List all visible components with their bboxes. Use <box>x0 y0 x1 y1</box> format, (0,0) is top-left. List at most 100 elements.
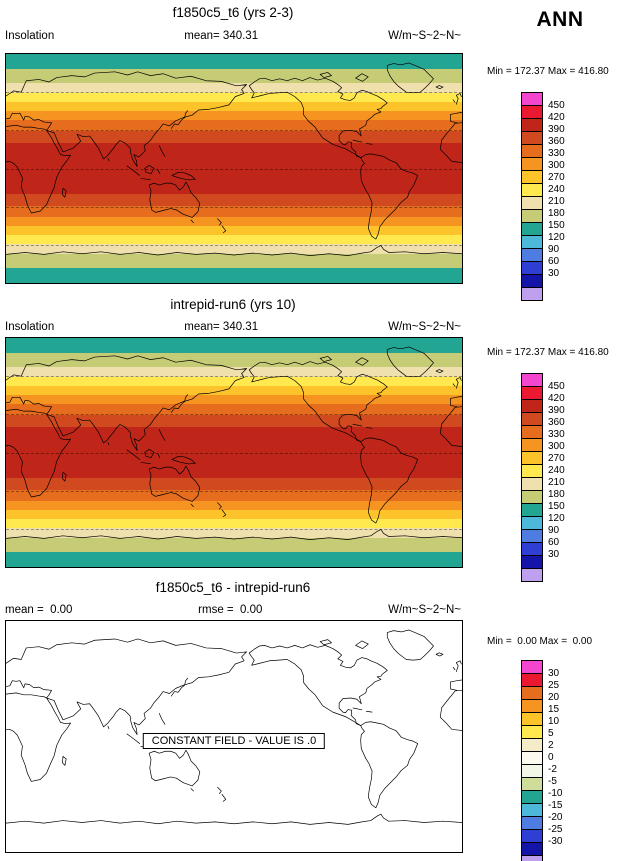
colorbar-box <box>521 660 543 674</box>
panel3-colorbar: 30 25 20 15 10 5 2 0 -2 -5 -10 -15 -20 -25 -30 <box>521 660 591 861</box>
panel3-units-label: W/m~S~2~N~ <box>388 604 461 616</box>
colorbar-tick-label: 90 <box>548 244 560 255</box>
colorbar-tick-label: 180 <box>548 208 565 219</box>
latitude-gridline <box>6 528 462 530</box>
colorbar-tick-label: 390 <box>548 124 565 135</box>
panel2-coastlines <box>6 346 462 540</box>
colorbar-tick-label: 15 <box>548 704 560 715</box>
map-band <box>6 54 462 69</box>
map-band <box>6 92 462 103</box>
panel1-stats: Insolation mean= 340.31 W/m~S~2~N~ <box>5 30 461 42</box>
colorbar-box <box>521 803 543 817</box>
panel3-rmse-value: rmse = 0.00 <box>198 604 263 616</box>
panel2-units-label: W/m~S~2~N~ <box>388 321 461 333</box>
colorbar-tick-label: 420 <box>548 393 565 404</box>
colorbar-box <box>521 373 543 387</box>
colorbar-box <box>521 673 543 687</box>
colorbar-tick-label: 210 <box>548 196 565 207</box>
colorbar-tick-label: -2 <box>548 764 557 775</box>
map-band <box>6 366 462 377</box>
map-band <box>6 477 462 491</box>
colorbar-box <box>521 751 543 765</box>
colorbar-tick-label: 240 <box>548 184 565 195</box>
colorbar-tick-label: 120 <box>548 513 565 524</box>
season-label: ANN <box>536 8 584 31</box>
panel2-mean-value: mean= 340.31 <box>184 321 259 333</box>
colorbar-tick-label: 390 <box>548 405 565 416</box>
colorbar-box <box>521 568 543 582</box>
latitude-gridline <box>6 206 462 208</box>
panel1-coastlines <box>6 62 462 256</box>
panel3-minmax-label: Min = 0.00 Max = 0.00 <box>487 636 593 647</box>
panel3-difference-map: CONSTANT FIELD - VALUE IS .0 <box>5 620 463 853</box>
latitude-gridline <box>6 376 462 378</box>
colorbar-box <box>521 503 543 517</box>
map-band <box>6 552 462 567</box>
colorbar-box <box>521 92 543 106</box>
map-band <box>6 509 462 519</box>
panel1-global-map <box>5 53 463 284</box>
colorbar-box <box>521 386 543 400</box>
colorbar-box <box>521 287 543 301</box>
colorbar-box <box>521 829 543 843</box>
map-band <box>6 130 462 144</box>
colorbar-tick-label: 210 <box>548 477 565 488</box>
colorbar-tick-label: 25 <box>548 680 560 691</box>
colorbar-tick-label: 300 <box>548 160 565 171</box>
colorbar-tick-label: 330 <box>548 148 565 159</box>
colorbar-tick-label: -25 <box>548 824 563 835</box>
colorbar-box <box>521 438 543 452</box>
map-band <box>6 414 462 428</box>
colorbar-tick-label: 20 <box>548 692 560 703</box>
latitude-gridline <box>6 130 462 132</box>
colorbar-tick-label: 30 <box>548 549 560 560</box>
colorbar-box <box>521 777 543 791</box>
colorbar-box <box>521 399 543 413</box>
panel2-variable-label: Insolation <box>5 321 55 333</box>
colorbar-tick-label: -5 <box>548 776 557 787</box>
colorbar-tick-label: 150 <box>548 501 565 512</box>
colorbar-tick-label: 270 <box>548 172 565 183</box>
colorbar-box <box>521 464 543 478</box>
colorbar-box <box>521 425 543 439</box>
colorbar-box <box>521 477 543 491</box>
colorbar-box <box>521 842 543 856</box>
colorbar-tick-label: 60 <box>548 537 560 548</box>
colorbar-box <box>521 196 543 210</box>
latitude-gridline <box>6 244 462 246</box>
colorbar-box <box>521 725 543 739</box>
map-band <box>6 386 462 396</box>
map-band <box>6 518 462 528</box>
colorbar-tick-label: 0 <box>548 752 554 763</box>
map-band <box>6 268 462 283</box>
latitude-gridline <box>6 168 462 170</box>
colorbar-box <box>521 790 543 804</box>
colorbar-box <box>521 105 543 119</box>
colorbar-box <box>521 412 543 426</box>
panel1-minmax-label: Min = 172.37 Max = 416.80 <box>487 66 609 77</box>
colorbar-tick-label: 60 <box>548 256 560 267</box>
map-band <box>6 82 462 93</box>
map-band <box>6 254 462 269</box>
panel2-stats: Insolation mean= 340.31 W/m~S~2~N~ <box>5 321 461 333</box>
map-band <box>6 376 462 387</box>
colorbar-box <box>521 529 543 543</box>
colorbar-tick-label: 30 <box>548 668 560 679</box>
colorbar-box <box>521 764 543 778</box>
colorbar-tick-label: 360 <box>548 417 565 428</box>
panel1-insolation-field <box>6 54 462 283</box>
colorbar-box <box>521 118 543 132</box>
colorbar-tick-label: 5 <box>548 728 554 739</box>
map-band <box>6 490 462 501</box>
panel1-units-label: W/m~S~2~N~ <box>388 30 461 42</box>
colorbar-box <box>521 222 543 236</box>
map-band <box>6 120 462 131</box>
colorbar-box <box>521 261 543 275</box>
latitude-gridline <box>6 490 462 492</box>
map-band <box>6 395 462 405</box>
colorbar-box <box>521 686 543 700</box>
map-band <box>6 352 462 367</box>
colorbar-box <box>521 738 543 752</box>
latitude-gridline <box>6 92 462 94</box>
